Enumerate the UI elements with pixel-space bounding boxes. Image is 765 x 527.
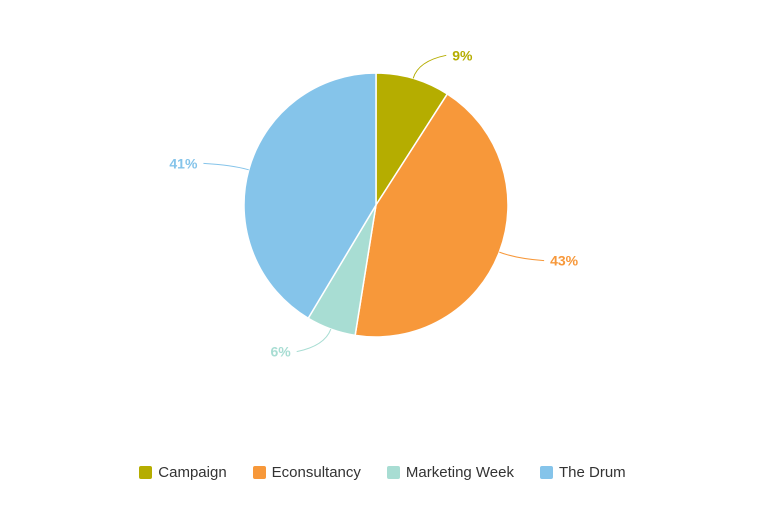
legend-label-econsultancy: Econsultancy [271,463,361,481]
leader-line-marketing-week [296,328,332,353]
legend-item-the-drum[interactable]: The Drum [540,464,626,481]
pie-slices [243,72,509,338]
legend-swatch-campaign [139,465,153,479]
data-label-marketing-week: 6% [270,344,291,360]
legend-label-marketing-week: Marketing Week [405,463,514,481]
legend-label-the-drum: The Drum [559,463,626,481]
pie-slice-the-drum[interactable] [243,72,377,320]
pie-leader-lines [203,54,545,353]
legend-item-campaign[interactable]: Campaign [139,463,227,481]
legend-swatch-the-drum [540,465,553,479]
data-label-econsultancy: 43% [550,253,579,269]
leader-line-econsultancy [499,251,545,262]
data-label-the-drum: 41% [169,155,198,171]
leader-line-the-drum [203,162,249,171]
legend-item-marketing-week[interactable]: Marketing Week [386,463,514,481]
legend-swatch-econsultancy [252,465,266,479]
legend-swatch-marketing-week [386,465,400,479]
chart-legend: Campaign Econsultancy Marketing Week The… [0,460,765,484]
data-label-campaign: 9% [452,47,473,63]
legend-item-econsultancy[interactable]: Econsultancy [252,463,361,481]
pie-data-labels: 9% 43% 6% 41% [169,47,578,359]
legend-label-campaign: Campaign [158,463,227,481]
leader-line-campaign [412,54,447,79]
